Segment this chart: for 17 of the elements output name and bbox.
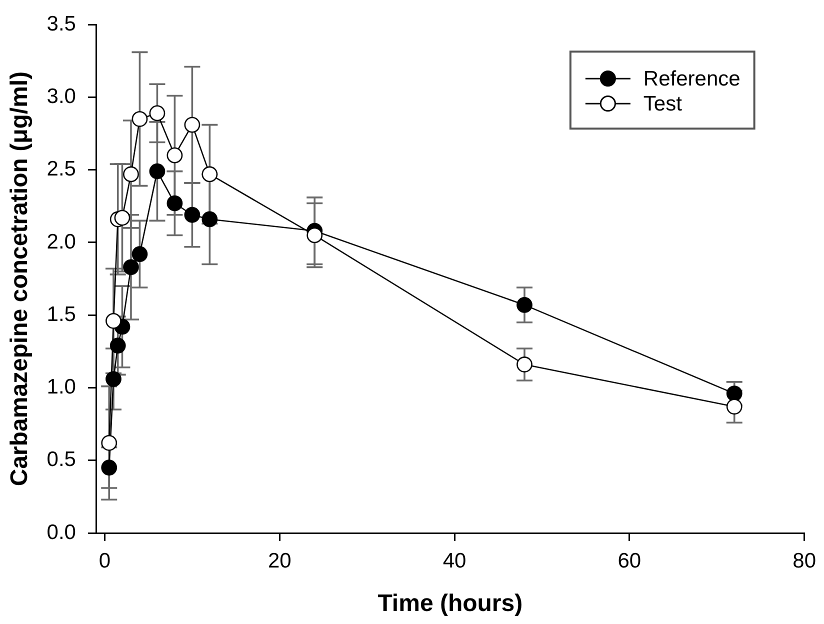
x-axis-title: Time (hours) [378, 590, 523, 618]
legend-label: Reference [643, 67, 740, 90]
x-tick-label: 80 [792, 549, 816, 572]
x-tick-label: 20 [268, 549, 292, 572]
y-tick-label: 3.5 [46, 12, 76, 36]
y-tick-label: 3.0 [46, 85, 76, 108]
x-tick-label: 0 [98, 549, 111, 572]
y-tick-label: 1.5 [46, 302, 76, 326]
y-tick-label: 0.5 [46, 448, 76, 472]
y-tick-label: 2.5 [46, 158, 76, 181]
y-axis-title: Carbamazepine concetration (μg/ml) [6, 71, 34, 486]
x-tick-label: 40 [442, 549, 466, 572]
legend-label: Test [643, 92, 682, 116]
x-tick-label: 60 [618, 549, 642, 572]
y-tick-label: 1.0 [46, 376, 76, 399]
y-tick-label: 0.0 [46, 520, 76, 544]
y-tick-label: 2.0 [46, 230, 76, 254]
